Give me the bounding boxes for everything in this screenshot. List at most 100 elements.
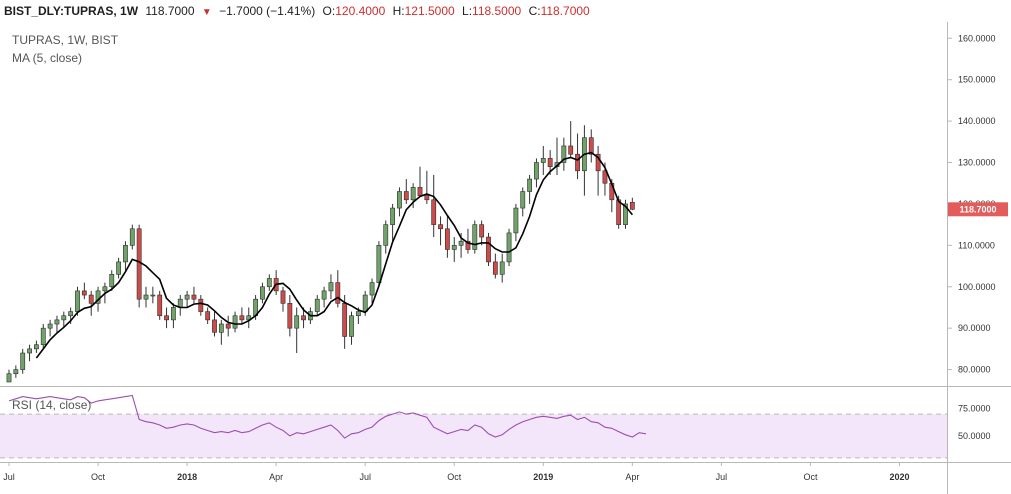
candle-body <box>328 282 334 292</box>
candle-body <box>75 290 80 312</box>
rsi-tick-label: 75.0000 <box>958 404 991 414</box>
candle-body <box>472 224 478 250</box>
candle-body <box>102 286 108 292</box>
time-tick-label: Jul <box>359 472 371 482</box>
candle-body <box>232 315 238 329</box>
candle-body <box>150 294 156 297</box>
candle-body <box>342 303 348 337</box>
candle-body <box>561 145 567 163</box>
low-label: L: <box>462 4 473 18</box>
chart-title: TUPRAS, 1W, BIST <box>12 33 119 47</box>
price-pane-bg <box>0 22 947 386</box>
rsi-band <box>0 414 947 458</box>
down-arrow-icon: ▼ <box>201 7 212 18</box>
candle-body <box>451 245 457 250</box>
time-tick-label: 2020 <box>889 472 909 482</box>
candle-body <box>431 199 437 225</box>
high-value: 121.5000 <box>404 4 455 18</box>
rsi-tick-label: 50.0000 <box>958 431 991 441</box>
candle-body <box>109 274 115 288</box>
candle-body <box>301 315 306 321</box>
price-tick-label: 130.0000 <box>958 158 996 168</box>
candle-body <box>438 224 443 230</box>
candle-body <box>534 162 539 180</box>
last-price: 118.7000 <box>145 4 195 18</box>
price-tick-label: 80.0000 <box>958 365 991 375</box>
candle-body <box>383 224 389 246</box>
candle-body <box>499 261 505 275</box>
candle-body <box>506 232 512 263</box>
price-tick-label: 140.0000 <box>958 116 996 126</box>
time-axis[interactable]: Jul Oct 2018 Apr Jul Oct 2019 Apr Jul Oct 2020 <box>3 462 910 482</box>
candle-body <box>40 327 46 346</box>
close-label: C: <box>528 4 541 18</box>
candle-body <box>212 319 217 333</box>
candle-body <box>20 352 26 370</box>
symbol-header: BIST_DLY:TUPRAS, 1W 118.7000 ▼ −1.7000 (… <box>0 0 1011 22</box>
price-chart[interactable]: TUPRAS, 1W, BIST MA (5, close) RSI (14, … <box>0 22 1011 494</box>
candle-body <box>397 191 402 209</box>
candle-body <box>355 311 361 317</box>
candle-body <box>335 282 341 304</box>
candles-layer <box>6 121 635 383</box>
candle-body <box>88 294 94 304</box>
candle-body <box>239 315 245 321</box>
time-tick-label: 2019 <box>533 472 553 482</box>
price-pane[interactable]: TUPRAS, 1W, BIST MA (5, close) <box>0 22 947 386</box>
candle-body <box>81 290 87 296</box>
candle-body <box>479 224 485 238</box>
candle-body <box>13 369 19 375</box>
candle-body <box>540 158 546 163</box>
candle-body <box>547 158 553 167</box>
rsi-line <box>8 394 647 439</box>
candle-body <box>513 207 519 234</box>
open-label: O: <box>322 4 336 18</box>
candle-body <box>369 282 375 296</box>
time-tick-label: Apr <box>625 472 639 482</box>
candle-body <box>424 195 430 201</box>
candle-body <box>205 311 211 321</box>
candle-body <box>225 323 231 329</box>
last-price-tag-text: 118.7000 <box>959 204 996 214</box>
candle-body <box>616 199 622 225</box>
candle-body <box>266 278 272 288</box>
candle-body <box>27 348 32 354</box>
candle-body <box>403 191 409 201</box>
time-tick-label: Apr <box>269 472 283 482</box>
candle-body <box>349 315 354 337</box>
candle-body <box>595 153 601 172</box>
open-value: 120.4000 <box>335 4 386 18</box>
candle-body <box>280 290 286 304</box>
rsi-pane[interactable]: RSI (14, close) <box>0 394 947 459</box>
candle-body <box>458 240 464 246</box>
time-tick-label: Oct <box>447 472 462 482</box>
last-price-tag-bg <box>948 202 1008 217</box>
candle-body <box>520 191 526 209</box>
candle-body <box>321 290 327 300</box>
candle-body <box>157 294 163 317</box>
candle-body <box>602 170 608 184</box>
price-tick-label: 150.0000 <box>958 75 996 85</box>
candle-body <box>129 228 135 246</box>
candle-body <box>527 178 532 192</box>
candle-body <box>164 315 169 321</box>
high-label: H: <box>392 4 405 18</box>
candle-body <box>417 187 423 196</box>
candle-body <box>465 240 471 250</box>
candle-body <box>314 298 320 312</box>
candle-body <box>218 323 224 333</box>
rsi-legend[interactable]: RSI (14, close) <box>12 398 91 412</box>
price-tick-label: 160.0000 <box>958 33 996 43</box>
candle-body <box>116 261 121 275</box>
candle-body <box>588 137 594 155</box>
candle-body <box>171 307 176 321</box>
candle-body <box>575 153 580 172</box>
candle-body <box>568 145 574 155</box>
ma-legend[interactable]: MA (5, close) <box>12 51 82 65</box>
candle-body <box>123 245 128 263</box>
price-tick-label: 90.0000 <box>958 323 991 333</box>
time-tick-label: Oct <box>803 472 818 482</box>
symbol-label: BIST_DLY:TUPRAS, 1W <box>4 4 139 18</box>
candle-body <box>61 315 67 321</box>
rsi-axis[interactable]: 75.0000 50.0000 <box>958 404 991 441</box>
